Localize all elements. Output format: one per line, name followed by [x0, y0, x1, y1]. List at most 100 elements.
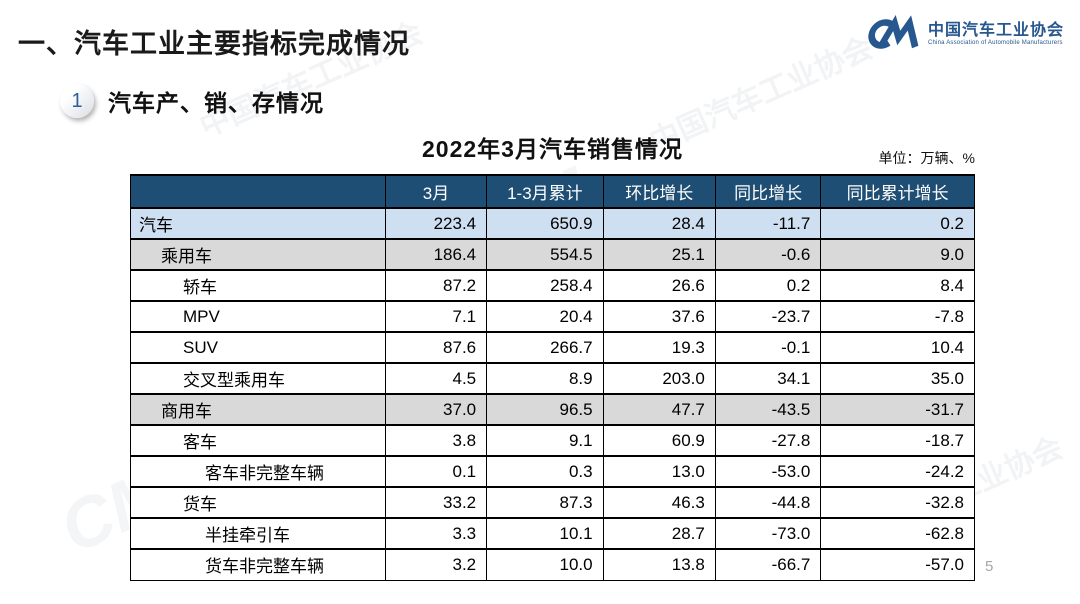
- row-label-cell: 交叉型乘用车: [130, 362, 386, 395]
- value-cell: -62.8: [820, 517, 975, 550]
- section-title: 汽车产、销、存情况: [108, 90, 324, 116]
- table-title: 2022年3月汽车销售情况: [422, 136, 683, 162]
- value-cell: 20.4: [486, 300, 604, 333]
- value-cell: 0.2: [714, 269, 822, 302]
- value-cell: 8.9: [486, 362, 604, 395]
- value-cell: 650.9: [486, 207, 604, 240]
- value-cell: 33.2: [384, 486, 488, 519]
- row-label-cell: 客车非完整车辆: [130, 455, 386, 488]
- caam-monogram-icon: [868, 14, 919, 49]
- table-row: 货车非完整车辆 3.2 10.0 13.8 -66.7 -57.0: [130, 548, 975, 581]
- page-title: 一、汽车工业主要指标完成情况: [18, 29, 410, 59]
- value-cell: -24.2: [820, 455, 975, 488]
- table-header-cell: 1-3月累计: [486, 174, 604, 209]
- unit-note: 单位：万辆、%: [878, 150, 975, 166]
- table-row: 货车 33.2 87.3 46.3 -44.8 -32.8: [130, 486, 975, 519]
- value-cell: 3.8: [384, 424, 488, 457]
- row-label-cell: 乘用车: [130, 238, 386, 271]
- row-label-cell: MPV: [130, 300, 386, 333]
- row-label-cell: 客车: [130, 424, 386, 457]
- value-cell: 9.1: [486, 424, 604, 457]
- value-cell: -32.8: [820, 486, 975, 519]
- value-cell: 28.4: [602, 207, 716, 240]
- row-label-cell: 商用车: [130, 393, 386, 426]
- table-row: 客车非完整车辆 0.1 0.3 13.0 -53.0 -24.2: [130, 455, 975, 488]
- table-row: 半挂牵引车 3.3 10.1 28.7 -73.0 -62.8: [130, 517, 975, 550]
- table-row: 交叉型乘用车 4.5 8.9 203.0 34.1 35.0: [130, 362, 975, 395]
- value-cell: 203.0: [602, 362, 716, 395]
- value-cell: -27.8: [714, 424, 822, 457]
- value-cell: -0.6: [714, 238, 822, 271]
- value-cell: 13.8: [602, 548, 716, 581]
- page-number: 5: [985, 558, 994, 575]
- caam-name-en: China Association of Automobile Manufact…: [927, 40, 1063, 47]
- value-cell: 8.4: [820, 269, 975, 302]
- row-label-cell: 汽车: [130, 207, 386, 240]
- row-label-cell: 货车: [130, 486, 386, 519]
- value-cell: 28.7: [602, 517, 716, 550]
- value-cell: 266.7: [486, 331, 604, 364]
- value-cell: -7.8: [820, 300, 975, 333]
- value-cell: 10.4: [820, 331, 975, 364]
- caam-name-cn: 中国汽车工业协会: [927, 21, 1064, 39]
- value-cell: 87.2: [384, 269, 488, 302]
- table-row: SUV 87.6 266.7 19.3 -0.1 10.4: [130, 331, 975, 364]
- value-cell: -43.5: [714, 393, 822, 426]
- table-header-row: 3月 1-3月累计 环比增长 同比增长 同比累计增长: [130, 174, 975, 209]
- value-cell: 25.1: [602, 238, 716, 271]
- value-cell: 554.5: [486, 238, 604, 271]
- value-cell: -53.0: [714, 455, 822, 488]
- row-label-cell: 轿车: [130, 269, 386, 302]
- value-cell: -18.7: [820, 424, 975, 457]
- table-header-cell: 环比增长: [602, 174, 716, 209]
- value-cell: 46.3: [602, 486, 716, 519]
- sales-table: 3月 1-3月累计 环比增长 同比增长 同比累计增长 汽车 223.4 650.9 28.4-…: [130, 174, 975, 581]
- section-number-badge: 1: [60, 84, 94, 118]
- table-row: 客车 3.8 9.1 60.9 -27.8 -18.7: [130, 424, 975, 457]
- value-cell: 258.4: [486, 269, 604, 302]
- table-header-cell: 3月: [384, 174, 488, 209]
- value-cell: 7.1: [384, 300, 488, 333]
- value-cell: -31.7: [820, 393, 975, 426]
- value-cell: 10.0: [486, 548, 604, 581]
- value-cell: -44.8: [714, 486, 822, 519]
- value-cell: 26.6: [602, 269, 716, 302]
- value-cell: -66.7: [714, 548, 822, 581]
- value-cell: 37.0: [384, 393, 488, 426]
- value-cell: 0.3: [486, 455, 604, 488]
- value-cell: 87.6: [384, 331, 488, 364]
- row-label-cell: SUV: [130, 331, 386, 364]
- table-row: 商用车 37.0 96.5 47.7 -43.5 -31.7: [130, 393, 975, 426]
- value-cell: 9.0: [820, 238, 975, 271]
- table-header-cell: 同比增长: [714, 174, 822, 209]
- value-cell: 87.3: [486, 486, 604, 519]
- value-cell: 3.3: [384, 517, 488, 550]
- row-label-cell: 货车非完整车辆: [130, 548, 386, 581]
- caam-logo-text: 中国汽车工业协会 China Association of Automobile…: [928, 22, 1064, 46]
- value-cell: 96.5: [486, 393, 604, 426]
- value-cell: 186.4: [384, 238, 488, 271]
- value-cell: 47.7: [602, 393, 716, 426]
- table-row: 轿车 87.2 258.4 26.6 0.2 8.4: [130, 269, 975, 302]
- sales-table-body: 汽车 223.4 650.9 28.4 -11.7 0.2 乘用车 186.4 554.5 25.…: [130, 207, 975, 581]
- value-cell: 37.6: [602, 300, 716, 333]
- value-cell: -0.1: [714, 331, 822, 364]
- value-cell: 60.9: [602, 424, 716, 457]
- value-cell: 13.0: [602, 455, 716, 488]
- value-cell: 19.3: [602, 331, 716, 364]
- value-cell: -11.7: [714, 207, 822, 240]
- table-row: MPV 7.1 20.4 37.6 -23.7 -7.8: [130, 300, 975, 333]
- value-cell: -73.0: [714, 517, 822, 550]
- value-cell: 0.2: [820, 207, 975, 240]
- value-cell: -23.7: [714, 300, 822, 333]
- value-cell: 35.0: [820, 362, 975, 395]
- value-cell: 0.1: [384, 455, 488, 488]
- value-cell: 10.1: [486, 517, 604, 550]
- table-header-cell: 同比累计增长: [820, 174, 975, 209]
- value-cell: 223.4: [384, 207, 488, 240]
- section-heading: 1 汽车产、销、存情况: [60, 84, 324, 118]
- table-row: 汽车 223.4 650.9 28.4 -11.7 0.2: [130, 207, 975, 240]
- value-cell: 34.1: [714, 362, 822, 395]
- table-header-cell: [130, 174, 386, 209]
